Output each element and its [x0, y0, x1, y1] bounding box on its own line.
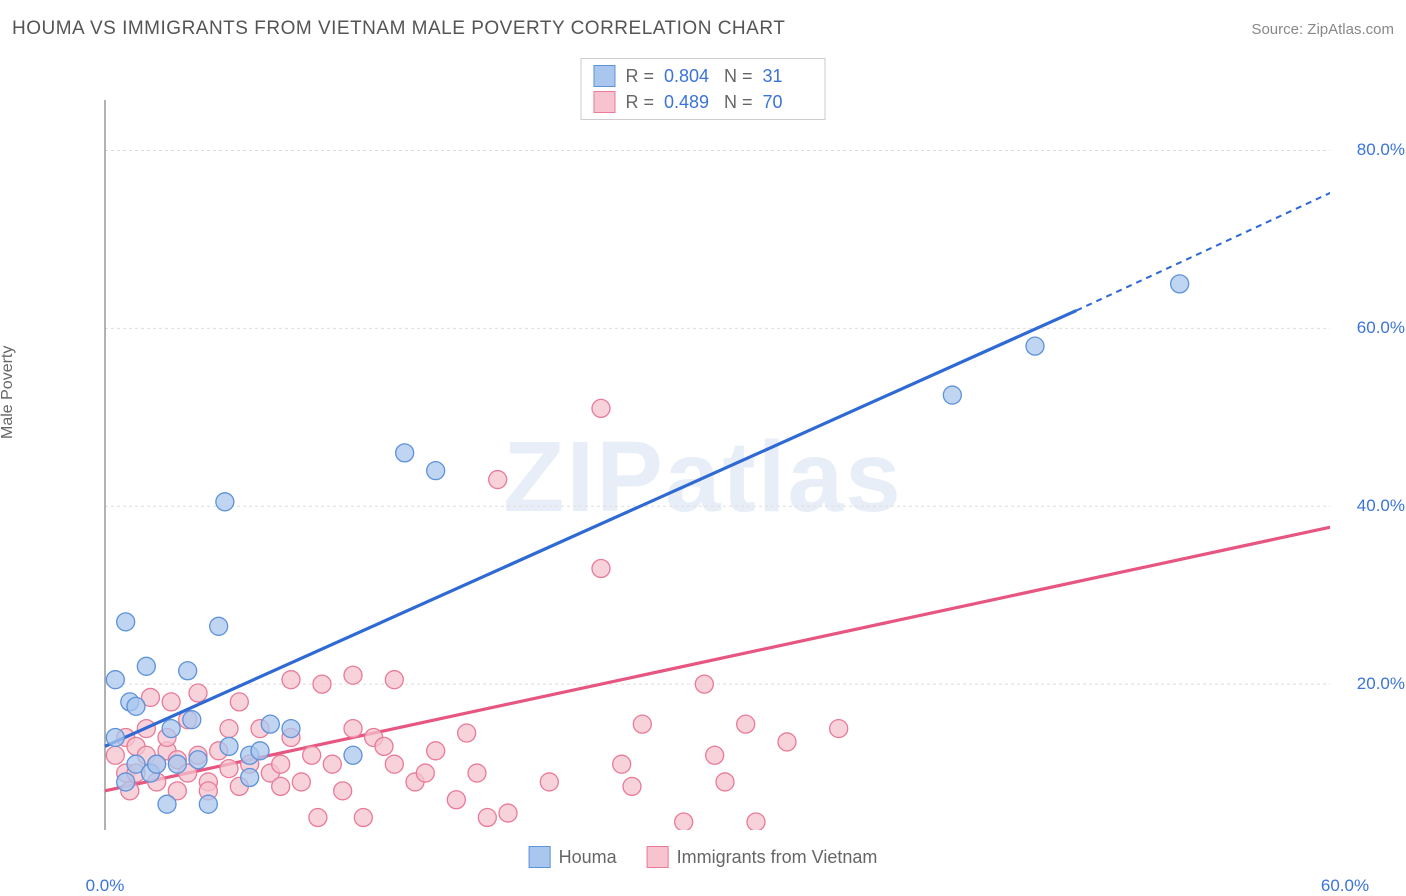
- r-label: R =: [625, 89, 654, 115]
- n-value-houma: 31: [763, 63, 813, 89]
- stats-row-houma: R = 0.804 N = 31: [593, 63, 812, 89]
- chart-area: [50, 50, 1330, 830]
- x-tick-label: 0.0%: [86, 876, 125, 896]
- swatch-houma-bottom: [529, 846, 551, 868]
- r-value-vietnam: 0.489: [664, 89, 714, 115]
- y-tick-label: 60.0%: [1357, 318, 1405, 338]
- swatch-vietnam-bottom: [647, 846, 669, 868]
- n-label: N =: [724, 89, 753, 115]
- swatch-vietnam: [593, 91, 615, 113]
- x-tick-label: 60.0%: [1321, 876, 1369, 896]
- stats-legend: R = 0.804 N = 31 R = 0.489 N = 70: [580, 58, 825, 120]
- legend-item-vietnam: Immigrants from Vietnam: [647, 846, 878, 868]
- scatter-chart-svg: [50, 50, 1330, 830]
- swatch-houma: [593, 65, 615, 87]
- chart-title: HOUMA VS IMMIGRANTS FROM VIETNAM MALE PO…: [12, 18, 785, 40]
- bottom-legend: Houma Immigrants from Vietnam: [529, 846, 878, 868]
- source-label: Source: ZipAtlas.com: [1251, 21, 1394, 38]
- legend-label-vietnam: Immigrants from Vietnam: [677, 847, 878, 868]
- y-tick-label: 20.0%: [1357, 674, 1405, 694]
- y-tick-label: 80.0%: [1357, 140, 1405, 160]
- y-axis-label: Male Poverty: [0, 346, 17, 439]
- legend-item-houma: Houma: [529, 846, 617, 868]
- r-label: R =: [625, 63, 654, 89]
- y-tick-label: 40.0%: [1357, 496, 1405, 516]
- n-value-vietnam: 70: [763, 89, 813, 115]
- legend-label-houma: Houma: [559, 847, 617, 868]
- r-value-houma: 0.804: [664, 63, 714, 89]
- stats-row-vietnam: R = 0.489 N = 70: [593, 89, 812, 115]
- n-label: N =: [724, 63, 753, 89]
